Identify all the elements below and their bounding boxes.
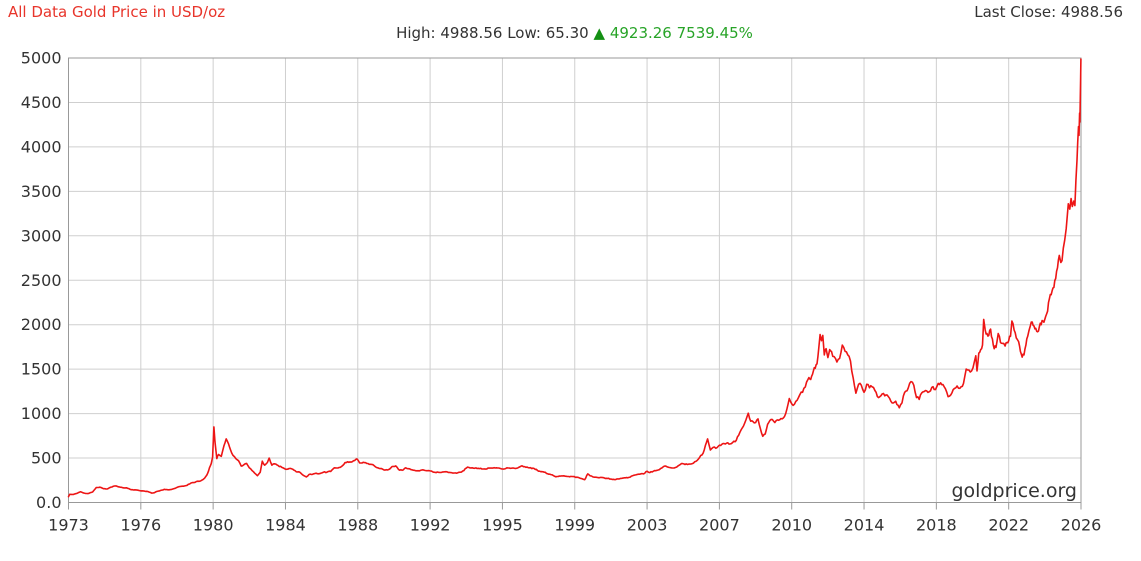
x-axis-label: 2014 [844, 516, 885, 535]
y-axis-label: 1500 [21, 360, 62, 379]
high-label: High: [396, 24, 436, 42]
x-axis-label: 2010 [771, 516, 812, 535]
x-axis-label: 1999 [554, 516, 595, 535]
y-axis-label: 1000 [21, 404, 62, 423]
y-axis-label: 0.0 [36, 493, 61, 512]
change-pct-value: 7539.45% [676, 24, 753, 42]
x-axis-label: 1992 [410, 516, 451, 535]
low-label: Low: [507, 24, 541, 42]
gain-up-arrow-icon: ▲ [593, 24, 606, 42]
x-axis-label: 1995 [482, 516, 523, 535]
y-axis-label: 2000 [21, 315, 62, 334]
y-axis-label: 5000 [21, 49, 62, 68]
change-abs-value: 4923.26 [609, 24, 672, 42]
last-close-label: Last Close: [974, 3, 1057, 21]
y-axis-label: 500 [31, 449, 62, 468]
x-axis-label: 2007 [699, 516, 740, 535]
y-axis-label: 3500 [21, 182, 62, 201]
y-axis-label: 4000 [21, 137, 62, 156]
x-axis-label: 1973 [48, 516, 89, 535]
last-close-value: 4988.56 [1060, 3, 1123, 21]
high-value: 4988.56 [440, 24, 503, 42]
price-line [67, 58, 1082, 498]
last-close: Last Close: 4988.56 [974, 3, 1123, 21]
chart-title: All Data Gold Price in USD/oz [8, 3, 226, 21]
x-axis-label: 1976 [120, 516, 161, 535]
low-value: 65.30 [545, 24, 589, 42]
x-axis-label: 2026 [1061, 516, 1102, 535]
x-axis-label: 1984 [265, 516, 306, 535]
goldprice-watermark: goldprice.org [951, 480, 1077, 502]
y-axis-label: 4500 [21, 93, 62, 112]
x-axis-label: 1980 [193, 516, 234, 535]
x-axis-label: 1988 [337, 516, 378, 535]
x-axis-label: 2022 [988, 516, 1029, 535]
y-axis-label: 2500 [21, 271, 62, 290]
x-axis-label: 2003 [627, 516, 668, 535]
y-axis-label: 3000 [21, 226, 62, 245]
chart-stats-line: High: 4988.56 Low: 65.30 ▲ 4923.26 7539.… [68, 24, 1081, 42]
x-axis-label: 2018 [916, 516, 957, 535]
